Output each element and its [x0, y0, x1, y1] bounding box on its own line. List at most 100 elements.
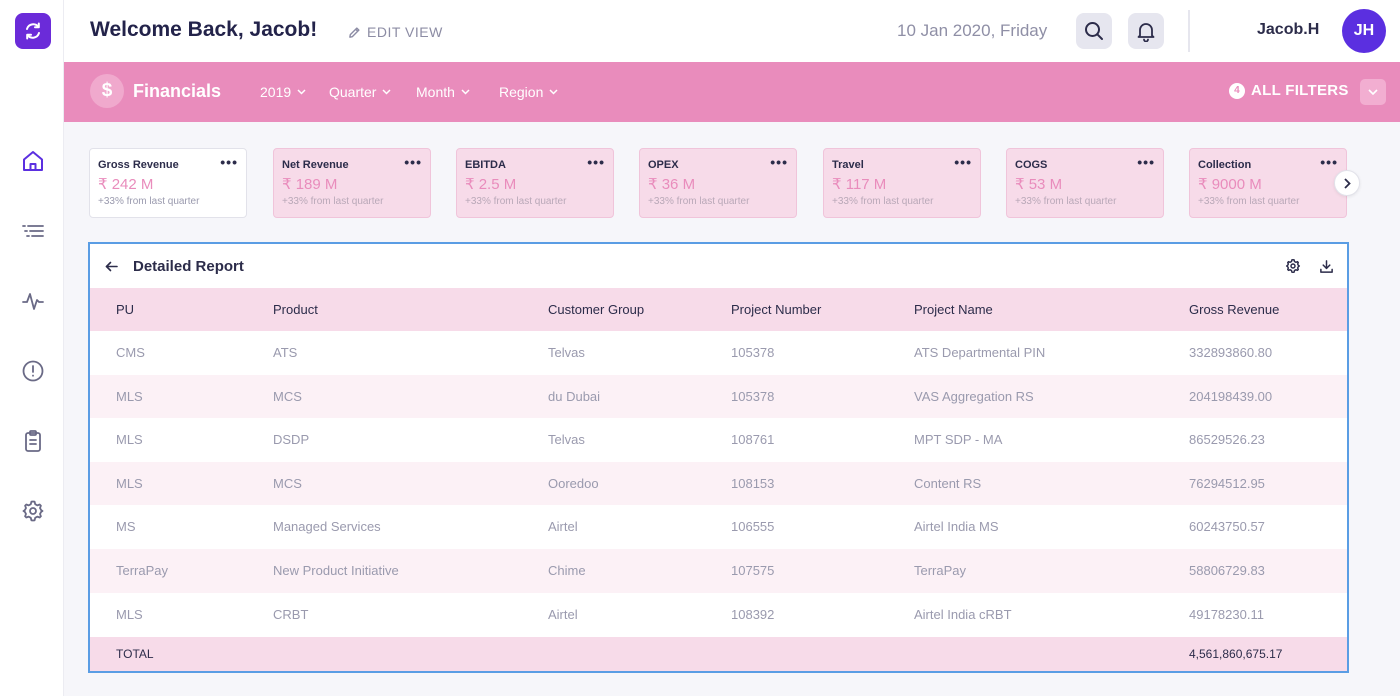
sidebar-item-home[interactable]: [18, 146, 48, 176]
more-icon[interactable]: •••: [587, 154, 605, 170]
table-cell: ATS Departmental PIN: [914, 345, 1046, 360]
all-filters-button[interactable]: 4 ALL FILTERS: [1229, 82, 1349, 99]
column-header[interactable]: PU: [116, 302, 135, 317]
edit-view-button[interactable]: EDIT VIEW: [348, 24, 443, 40]
download-button[interactable]: [1316, 256, 1336, 276]
table-cell: 107575: [731, 563, 775, 578]
clipboard-icon: [25, 430, 41, 452]
refresh-icon: [26, 22, 40, 40]
column-header[interactable]: Project Name: [914, 302, 993, 317]
search-icon: [1085, 22, 1103, 40]
table-cell: 76294512.95: [1189, 475, 1265, 491]
table-row[interactable]: MLS DSDP Telvas 108761 MPT SDP - MA 8652…: [90, 418, 1347, 462]
kpi-card-opex[interactable]: OPEX ••• ₹ 36 M +33% from last quarter: [639, 148, 797, 218]
user-name[interactable]: Jacob.H: [1257, 21, 1320, 38]
list-icon: [22, 225, 44, 237]
table-row[interactable]: MS Managed Services Airtel 106555 Airtel…: [90, 505, 1347, 549]
filters-expand-button[interactable]: [1360, 79, 1386, 105]
table-cell: 204198439.00: [1189, 388, 1273, 404]
column-header[interactable]: Customer Group: [548, 302, 645, 317]
card-change: +33% from last quarter: [1198, 196, 1300, 207]
filter-region-dropdown[interactable]: Region: [499, 84, 558, 100]
app-logo[interactable]: [15, 13, 51, 49]
more-icon[interactable]: •••: [404, 154, 422, 170]
kpi-card-collection[interactable]: Collection ••• ₹ 9000 M +33% from last q…: [1189, 148, 1347, 218]
kpi-card-ebitda[interactable]: EBITDA ••• ₹ 2.5 M +33% from last quarte…: [456, 148, 614, 218]
total-label: TOTAL: [116, 647, 154, 661]
table-cell: MLS: [116, 432, 143, 448]
table-cell: du Dubai: [548, 388, 601, 404]
download-icon: [1319, 259, 1333, 273]
chevron-right-icon: [1343, 177, 1351, 189]
table-cell: Managed Services: [273, 519, 381, 535]
chevron-down-icon: [297, 89, 306, 95]
column-header[interactable]: Gross Revenue: [1189, 302, 1280, 317]
sidebar-item-alerts[interactable]: [18, 356, 48, 386]
column-header[interactable]: Project Number: [731, 302, 822, 317]
card-value: ₹ 242 M: [98, 176, 154, 193]
kpi-card-travel[interactable]: Travel ••• ₹ 117 M +33% from last quarte…: [823, 148, 981, 218]
kpi-card-net-revenue[interactable]: Net Revenue ••• ₹ 189 M +33% from last q…: [273, 148, 431, 218]
edit-view-label: EDIT VIEW: [367, 24, 443, 40]
chevron-down-icon: [461, 89, 470, 95]
table-cell: 86529526.23: [1189, 432, 1265, 448]
table-cell: MPT SDP - MA: [914, 432, 1003, 448]
table-cell: CMS: [116, 345, 145, 360]
report-title: Detailed Report: [133, 258, 244, 275]
table-row[interactable]: CMS ATS Telvas 105378 ATS Departmental P…: [90, 331, 1347, 375]
table-cell: MS: [116, 519, 136, 535]
avatar[interactable]: JH: [1342, 9, 1386, 53]
back-button[interactable]: [102, 257, 120, 275]
search-button[interactable]: [1076, 13, 1112, 49]
table-cell: MCS: [273, 475, 302, 491]
sidebar-item-settings[interactable]: [18, 496, 48, 526]
kpi-card-cogs[interactable]: COGS ••• ₹ 53 M +33% from last quarter: [1006, 148, 1164, 218]
more-icon[interactable]: •••: [220, 154, 238, 170]
card-value: ₹ 2.5 M: [465, 176, 517, 193]
table-cell: TerraPay: [914, 563, 967, 578]
filter-quarter-dropdown[interactable]: Quarter: [329, 84, 391, 100]
card-change: +33% from last quarter: [648, 196, 750, 207]
cards-next-button[interactable]: [1334, 170, 1360, 196]
sidebar-item-activity[interactable]: [18, 286, 48, 316]
card-change: +33% from last quarter: [98, 196, 200, 207]
table-cell: Airtel: [548, 606, 578, 622]
gear-icon: [22, 500, 44, 522]
table-cell: Content RS: [914, 475, 982, 491]
detailed-report-panel: Detailed Report PU Product Customer Grou…: [88, 242, 1349, 673]
table-cell: Telvas: [548, 432, 585, 448]
card-value: ₹ 117 M: [832, 176, 887, 193]
table-cell: ATS: [273, 345, 298, 360]
more-icon[interactable]: •••: [954, 154, 972, 170]
bell-icon: [1137, 23, 1155, 42]
header-divider: [1188, 10, 1190, 52]
table-cell: MLS: [116, 388, 143, 404]
notifications-button[interactable]: [1128, 13, 1164, 49]
card-value: ₹ 53 M: [1015, 176, 1063, 193]
more-icon[interactable]: •••: [770, 154, 788, 170]
current-date: 10 Jan 2020, Friday: [897, 21, 1048, 40]
card-value: ₹ 189 M: [282, 176, 338, 193]
column-header[interactable]: Product: [273, 302, 318, 317]
chevron-down-icon: [1368, 89, 1378, 95]
filter-year-dropdown[interactable]: 2019: [260, 84, 306, 100]
sidebar-item-reports[interactable]: [18, 426, 48, 456]
table-cell: 332893860.80: [1189, 345, 1273, 360]
table-row[interactable]: MLS MCS Ooredoo 108153 Content RS 762945…: [90, 461, 1347, 506]
sidebar-item-list[interactable]: [18, 216, 48, 246]
filter-region-label: Region: [499, 84, 544, 100]
kpi-card-gross-revenue[interactable]: Gross Revenue ••• ₹ 242 M +33% from last…: [89, 148, 247, 218]
more-icon[interactable]: •••: [1320, 154, 1338, 170]
pencil-icon: [349, 26, 360, 38]
filter-quarter-label: Quarter: [329, 84, 377, 100]
report-settings-button[interactable]: [1283, 256, 1303, 276]
dollar-icon: $: [90, 74, 124, 108]
table-row[interactable]: TerraPay New Product Initiative Chime 10…: [90, 549, 1347, 593]
chevron-down-icon: [382, 89, 391, 95]
table-row[interactable]: MLS CRBT Airtel 108392 Airtel India cRBT…: [90, 593, 1347, 637]
table-row[interactable]: MLS MCS du Dubai 105378 VAS Aggregation …: [90, 374, 1347, 419]
card-title: EBITDA: [465, 159, 506, 171]
more-icon[interactable]: •••: [1137, 154, 1155, 170]
filter-month-dropdown[interactable]: Month: [416, 84, 470, 100]
table-cell: Airtel India cRBT: [914, 606, 1012, 622]
